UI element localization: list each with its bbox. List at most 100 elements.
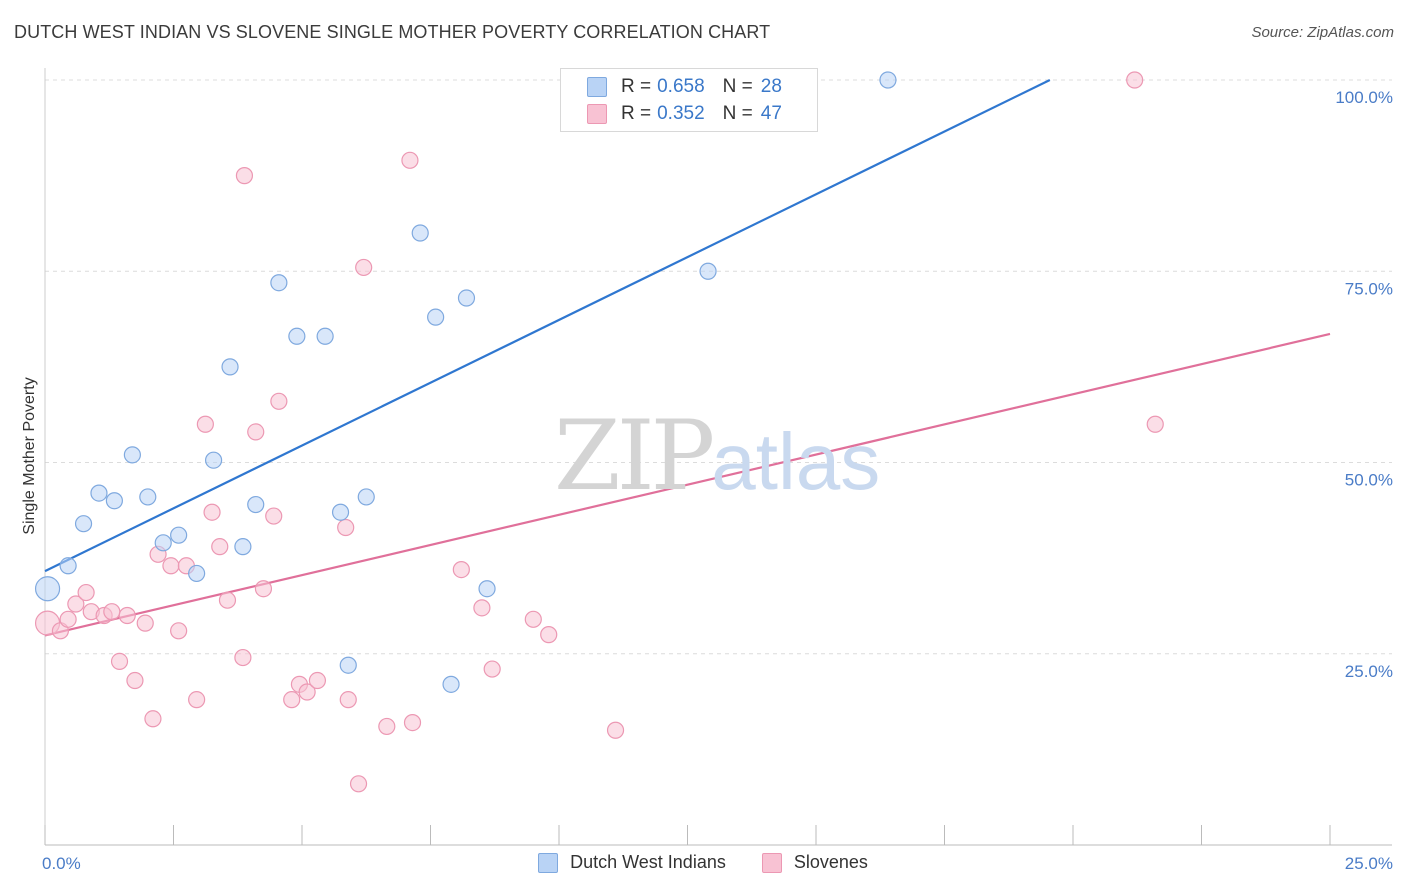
legend-r-label: R = [621, 76, 652, 97]
x-tick-label: 0.0% [42, 854, 81, 873]
dutch-west-indian-point [411, 224, 429, 242]
dutch-west-indian-point [478, 580, 496, 598]
slovene-point [349, 775, 368, 793]
slovene-point [452, 560, 470, 579]
watermark-zip: ZIP [554, 400, 715, 512]
slovene-point [378, 717, 396, 736]
slovene-point [196, 415, 214, 433]
legend-row-dutch-west-indians: R = 0.658 N = 28 [587, 75, 782, 99]
y-axis-label: Single Mother Poverty [21, 377, 38, 534]
slovene-point [77, 583, 95, 602]
slovene-point [59, 610, 77, 628]
slovene-point [403, 713, 422, 732]
dutch-west-indian-point [699, 262, 717, 280]
slovene-point [203, 503, 221, 521]
axes [44, 68, 1392, 846]
legend-row-slovenes: R = 0.352 N = 47 [587, 102, 782, 126]
correlation-legend: R = 0.658 N = 28 R = 0.352 N = 47 [560, 68, 818, 132]
slovene-point [483, 660, 501, 678]
slovene-point [265, 507, 283, 525]
legend-n-label: N = [722, 103, 753, 124]
slovene-point [1126, 71, 1144, 89]
x-tick-label: 25.0% [1345, 854, 1393, 873]
series-legend-label: Dutch West Indians [570, 852, 726, 872]
scatter-points [34, 71, 1164, 793]
dutch-west-indian-point [105, 492, 123, 510]
dutch-west-indian-point [188, 564, 206, 583]
slovene-point [337, 518, 355, 537]
slovene-point [103, 603, 121, 621]
slovene-point [298, 683, 316, 701]
series-legend: Dutch West Indians Slovenes [0, 852, 1406, 873]
series-legend-slovenes[interactable]: Slovenes [761, 852, 868, 873]
slovene-point [308, 671, 327, 690]
dutch-west-indian-point [357, 488, 375, 506]
watermark: ZIPatlas [554, 400, 880, 512]
dutch-west-indian-point [457, 289, 476, 307]
slovene-point [401, 151, 419, 169]
legend-swatch-blue [587, 77, 607, 97]
tick-labels: 25.0% 50.0% 75.0% 100.0% 0.0% 25.0% [42, 88, 1393, 873]
slovene-point [211, 538, 229, 556]
slovene-point [188, 691, 206, 709]
dutch-west-indian-point [316, 327, 334, 345]
legend-n-label: N = [722, 76, 753, 97]
dutch-west-indian-point [123, 446, 141, 464]
dutch-west-indian-point [427, 308, 445, 326]
dutch-west-indian-point [247, 495, 265, 514]
series-swatch-pink [761, 852, 782, 873]
slovene-point [234, 648, 252, 667]
y-tick-label: 100.0% [1335, 88, 1393, 107]
slovene-point [170, 622, 188, 640]
slovene-point [118, 606, 136, 625]
slovene-point [540, 626, 558, 644]
slovene-point [67, 595, 85, 613]
dutch-west-indian-point [879, 71, 897, 89]
y-tick-label: 50.0% [1345, 471, 1393, 490]
slovene-point [162, 557, 180, 575]
legend-r-label: R = [621, 103, 652, 124]
series-swatch-blue [538, 852, 559, 873]
dutch-west-indian-trend-line [44, 79, 1051, 573]
watermark-atlas: atlas [711, 417, 881, 506]
slovene-point [606, 721, 625, 739]
slovene-point [110, 652, 129, 671]
dutch-west-indian-point [74, 515, 93, 533]
dutch-west-indian-point [288, 327, 306, 345]
source-label: Source: ZipAtlas.com [1251, 24, 1394, 41]
series-legend-dutch-west-indians[interactable]: Dutch West Indians [538, 852, 726, 873]
slovene-point [247, 423, 265, 441]
dutch-west-indian-point [270, 274, 288, 292]
dutch-west-indian-point [59, 557, 77, 575]
dutch-west-indian-point [139, 488, 157, 506]
dutch-west-indian-point [234, 538, 252, 556]
legend-n-value: 28 [760, 76, 782, 97]
dutch-west-indian-point [221, 358, 239, 376]
legend-r-value: 0.352 [657, 103, 705, 124]
dutch-west-indian-point [154, 534, 172, 552]
y-tick-label: 75.0% [1345, 279, 1393, 298]
series-legend-label: Slovenes [793, 852, 868, 872]
dutch-west-indian-point [442, 675, 460, 693]
slovene-point [144, 710, 162, 728]
legend-n-value: 47 [760, 103, 782, 124]
legend-swatch-pink [587, 104, 607, 124]
slovene-point [283, 691, 301, 709]
slovene-point [339, 691, 357, 709]
slovene-point [218, 591, 237, 609]
slovene-point [254, 580, 273, 598]
slovene-point [235, 167, 254, 185]
slovene-point [136, 614, 154, 632]
slovene-point [1146, 415, 1164, 433]
slovene-point [473, 599, 491, 617]
slovene-point [524, 610, 542, 628]
dutch-west-indian-point [339, 656, 357, 674]
slovene-point [355, 258, 373, 277]
chart-title: DUTCH WEST INDIAN VS SLOVENE SINGLE MOTH… [14, 22, 771, 42]
dutch-west-indian-point [331, 503, 350, 521]
dutch-west-indian-point [204, 451, 223, 469]
legend-r-value: 0.658 [657, 76, 705, 97]
dutch-west-indian-point [90, 484, 108, 502]
dutch-west-indian-point [34, 576, 61, 602]
